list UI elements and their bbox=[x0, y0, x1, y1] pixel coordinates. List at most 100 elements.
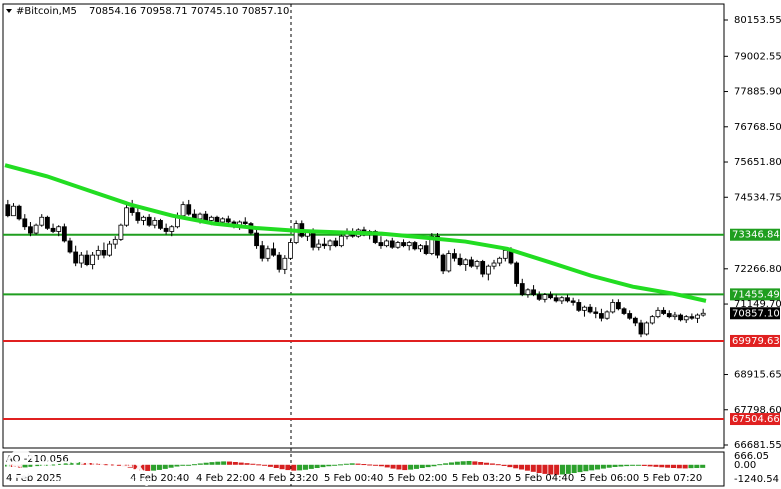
level-price-label: 73346.84 bbox=[732, 230, 780, 241]
candle-body bbox=[135, 212, 141, 221]
candle-body bbox=[141, 216, 146, 221]
candle-body bbox=[378, 242, 384, 247]
candle-body bbox=[446, 253, 452, 272]
ao-bar bbox=[244, 463, 250, 465]
candle-body bbox=[412, 242, 418, 250]
candle-body bbox=[599, 313, 604, 319]
candle-body bbox=[124, 207, 129, 226]
watermark-brand: instaforex bbox=[40, 453, 146, 478]
candle-body bbox=[418, 245, 423, 250]
ao-bar bbox=[647, 464, 653, 467]
candle-body bbox=[565, 297, 570, 302]
x-tick-label: 5 Feb 06:00 bbox=[580, 473, 639, 484]
ao-bar bbox=[641, 464, 647, 466]
ao-bar bbox=[34, 464, 40, 467]
candle-body bbox=[593, 311, 599, 314]
ao-bar bbox=[495, 464, 501, 466]
ao-scale-label: 666.05 bbox=[734, 451, 769, 462]
ao-bar bbox=[367, 464, 373, 466]
ao-bar bbox=[443, 463, 449, 465]
candle-body bbox=[406, 242, 412, 247]
ao-bar bbox=[174, 464, 180, 467]
moving-average bbox=[4, 163, 707, 303]
candle-body bbox=[73, 251, 79, 264]
ao-bar bbox=[378, 464, 384, 467]
candle-body bbox=[163, 227, 169, 232]
ao-bar bbox=[250, 463, 256, 465]
ao-bar bbox=[162, 464, 168, 469]
ao-bar bbox=[40, 464, 46, 466]
ao-bar bbox=[133, 464, 139, 470]
ao-bar bbox=[209, 462, 215, 465]
candle-body bbox=[322, 243, 327, 247]
candle-body bbox=[33, 224, 39, 234]
candle-body bbox=[152, 220, 158, 226]
ao-bar bbox=[408, 464, 414, 470]
ao-bar bbox=[595, 464, 601, 470]
price-axis: 80153.55 79002.55 77885.90 76768.50 75651.80… bbox=[724, 15, 781, 451]
candle-body bbox=[78, 254, 84, 264]
level-price-tag bbox=[730, 334, 780, 347]
candlestick-series bbox=[5, 199, 706, 338]
ao-bar bbox=[665, 464, 671, 468]
candle-body bbox=[293, 223, 299, 243]
ao-bar bbox=[226, 461, 233, 465]
ao-bar bbox=[349, 463, 355, 465]
candle-body bbox=[384, 240, 389, 247]
candle-body bbox=[672, 314, 678, 318]
ao-bar bbox=[221, 461, 227, 465]
ao-bar bbox=[653, 464, 659, 467]
ao-bar bbox=[320, 464, 326, 468]
candle-body bbox=[678, 314, 683, 321]
y-tick-label: 74534.75 bbox=[734, 192, 781, 203]
ao-bar bbox=[425, 464, 431, 468]
y-tick-label: 67798.60 bbox=[734, 405, 781, 416]
candle-body bbox=[84, 254, 90, 266]
ao-bar bbox=[466, 460, 472, 465]
ao-bar bbox=[630, 464, 636, 466]
candle-body bbox=[242, 221, 248, 224]
chart-menu-arrow-icon[interactable] bbox=[6, 9, 12, 13]
ao-bar bbox=[285, 464, 291, 471]
ao-bar bbox=[314, 464, 320, 469]
y-tick-label: 76768.50 bbox=[734, 122, 781, 133]
candle-body bbox=[28, 226, 33, 234]
ao-bar bbox=[145, 464, 151, 471]
ao-bar bbox=[437, 464, 443, 466]
candle-body bbox=[225, 218, 231, 223]
candle-body bbox=[576, 302, 582, 311]
candle-body bbox=[615, 302, 621, 310]
ao-scale-label: -1240.54 bbox=[734, 474, 779, 485]
candle-body bbox=[491, 262, 497, 267]
ao-bar bbox=[530, 464, 536, 472]
candle-body bbox=[112, 238, 118, 245]
ohlc-values: 70854.16 70958.71 70745.10 70857.10 bbox=[89, 6, 289, 17]
ao-bar bbox=[606, 464, 612, 468]
candle-body bbox=[570, 300, 576, 303]
ao-bar bbox=[22, 464, 28, 468]
y-tick-label: 79002.55 bbox=[734, 51, 781, 62]
candle-body bbox=[519, 283, 525, 295]
candle-body bbox=[208, 216, 214, 221]
candle-body bbox=[435, 235, 440, 256]
instaforex-logo-icon bbox=[6, 449, 36, 479]
time-axis: 4 Feb 2025 4 Feb 20:40 4 Feb 22:00 4 Feb 23… bbox=[6, 473, 702, 484]
ao-bar bbox=[151, 464, 157, 471]
candle-body bbox=[90, 254, 96, 266]
candle-body bbox=[61, 226, 67, 242]
ao-bar bbox=[262, 464, 268, 466]
ao-bar bbox=[308, 464, 314, 469]
candle-body bbox=[282, 257, 288, 270]
candle-body bbox=[423, 245, 429, 254]
candle-body bbox=[604, 311, 610, 319]
level-price-label: 71455.49 bbox=[732, 289, 780, 300]
ao-bar bbox=[302, 464, 308, 470]
chart-header: #Bitcoin,M5 70854.16 70958.71 70745.10 7… bbox=[6, 6, 289, 17]
candle-body bbox=[214, 216, 220, 223]
candle-body bbox=[276, 254, 282, 270]
level-price-tag bbox=[730, 228, 780, 241]
ao-bar bbox=[676, 464, 682, 469]
candle-body bbox=[638, 322, 644, 335]
ao-bar bbox=[86, 463, 92, 465]
ao-bar bbox=[115, 464, 122, 466]
